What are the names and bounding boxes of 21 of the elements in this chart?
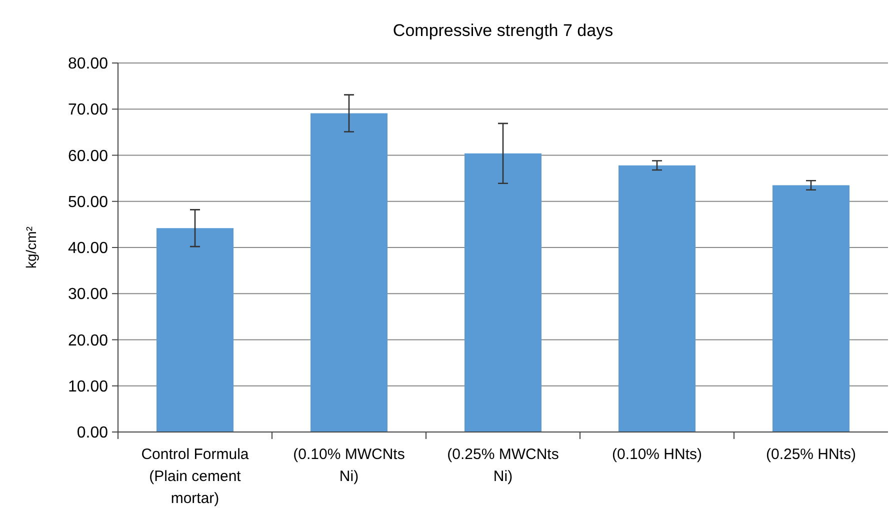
y-tick-label: 50.00 bbox=[68, 194, 108, 211]
y-axis-title: kg/cm² bbox=[23, 226, 39, 268]
bar bbox=[772, 185, 850, 432]
x-tick-label: (0.10% HNts) bbox=[612, 446, 702, 463]
chart-title: Compressive strength 7 days bbox=[392, 21, 614, 40]
y-tick-label: 20.00 bbox=[68, 332, 108, 350]
x-tick-label: (0.25% MWCNts Ni) bbox=[447, 446, 559, 485]
y-tick-label: 40.00 bbox=[68, 240, 108, 258]
x-tick-label: Control Formula (Plain cement mortar) bbox=[141, 446, 250, 507]
y-tick-label: 60.00 bbox=[68, 148, 108, 165]
y-tick-label: 10.00 bbox=[68, 378, 108, 396]
x-tick-label: (0.25% HNts) bbox=[766, 446, 856, 463]
y-tick-label: 80.00 bbox=[68, 56, 108, 73]
y-tick-label: 0.00 bbox=[76, 424, 108, 442]
bar bbox=[618, 165, 696, 432]
y-tick-label: 70.00 bbox=[68, 102, 108, 119]
x-tick-label: (0.10% MWCNts Ni) bbox=[293, 446, 405, 485]
bar bbox=[310, 113, 388, 432]
bar bbox=[156, 228, 234, 432]
y-tick-label: 30.00 bbox=[68, 286, 108, 304]
bar bbox=[464, 153, 542, 432]
